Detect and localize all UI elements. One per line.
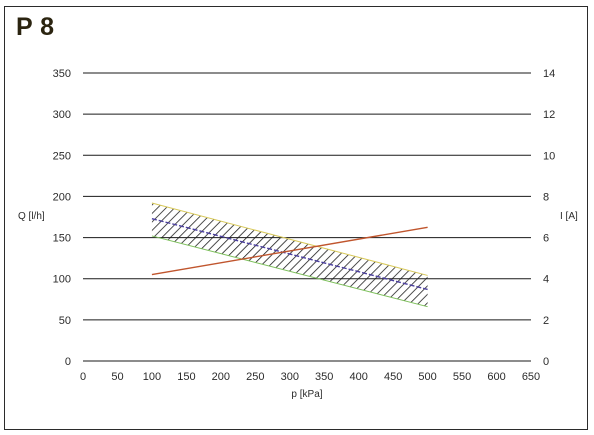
flow-line: [151, 217, 428, 291]
y-tick-label-right: 0: [543, 356, 549, 368]
y-tick-label-right: 2: [543, 315, 549, 327]
band-upper-edge: [151, 202, 428, 276]
x-tick-label: 300: [281, 371, 299, 383]
y-tick-label-right: 4: [543, 274, 549, 286]
x-tick-label: 450: [384, 371, 402, 383]
current-line: [151, 226, 428, 276]
y-tick-label-right: 6: [543, 233, 549, 245]
x-tick-label: 550: [453, 371, 471, 383]
tick-labels: 0 50 100 150 200 250 300 350 0 2 4 6 8 10 12 14 0 50 100 15…: [53, 68, 556, 383]
x-tick-label: 150: [177, 371, 195, 383]
x-tick-label: 650: [522, 371, 540, 383]
x-tick-label: 500: [418, 371, 436, 383]
x-tick-label: 400: [350, 371, 368, 383]
y-tick-label-left: 150: [53, 233, 71, 245]
x-axis-label: p [kPa]: [291, 389, 322, 400]
tolerance-band-area: [151, 203, 428, 307]
x-tick-label: 250: [246, 371, 264, 383]
series-lines: [151, 217, 428, 291]
tolerance-band: [151, 202, 428, 308]
y-tick-label-left: 100: [53, 274, 71, 286]
y-tick-label-right: 12: [543, 109, 555, 121]
y-tick-label-left: 200: [53, 191, 71, 203]
gridlines: [83, 72, 531, 362]
y-axis-label-left: Q [l/h]: [18, 211, 45, 222]
y-tick-label-left: 350: [53, 68, 71, 80]
x-tick-label: 0: [80, 371, 86, 383]
chart-title: P 8: [16, 13, 55, 41]
y-tick-label-left: 300: [53, 109, 71, 121]
x-tick-label: 100: [143, 371, 161, 383]
x-tick-label: 50: [111, 371, 123, 383]
y-tick-label-left: 250: [53, 150, 71, 162]
y-tick-label-right: 8: [543, 191, 549, 203]
y-axis-label-right: I [A]: [560, 211, 578, 222]
band-lower-edge: [151, 235, 428, 308]
y-tick-label-left: 50: [59, 315, 71, 327]
x-tick-label: 600: [487, 371, 505, 383]
chart-frame: [4, 6, 588, 430]
y-tick-label-right: 10: [543, 150, 555, 162]
y-tick-label-right: 14: [543, 68, 555, 80]
x-tick-label: 200: [212, 371, 230, 383]
x-tick-label: 350: [315, 371, 333, 383]
y-tick-label-left: 0: [65, 356, 71, 368]
